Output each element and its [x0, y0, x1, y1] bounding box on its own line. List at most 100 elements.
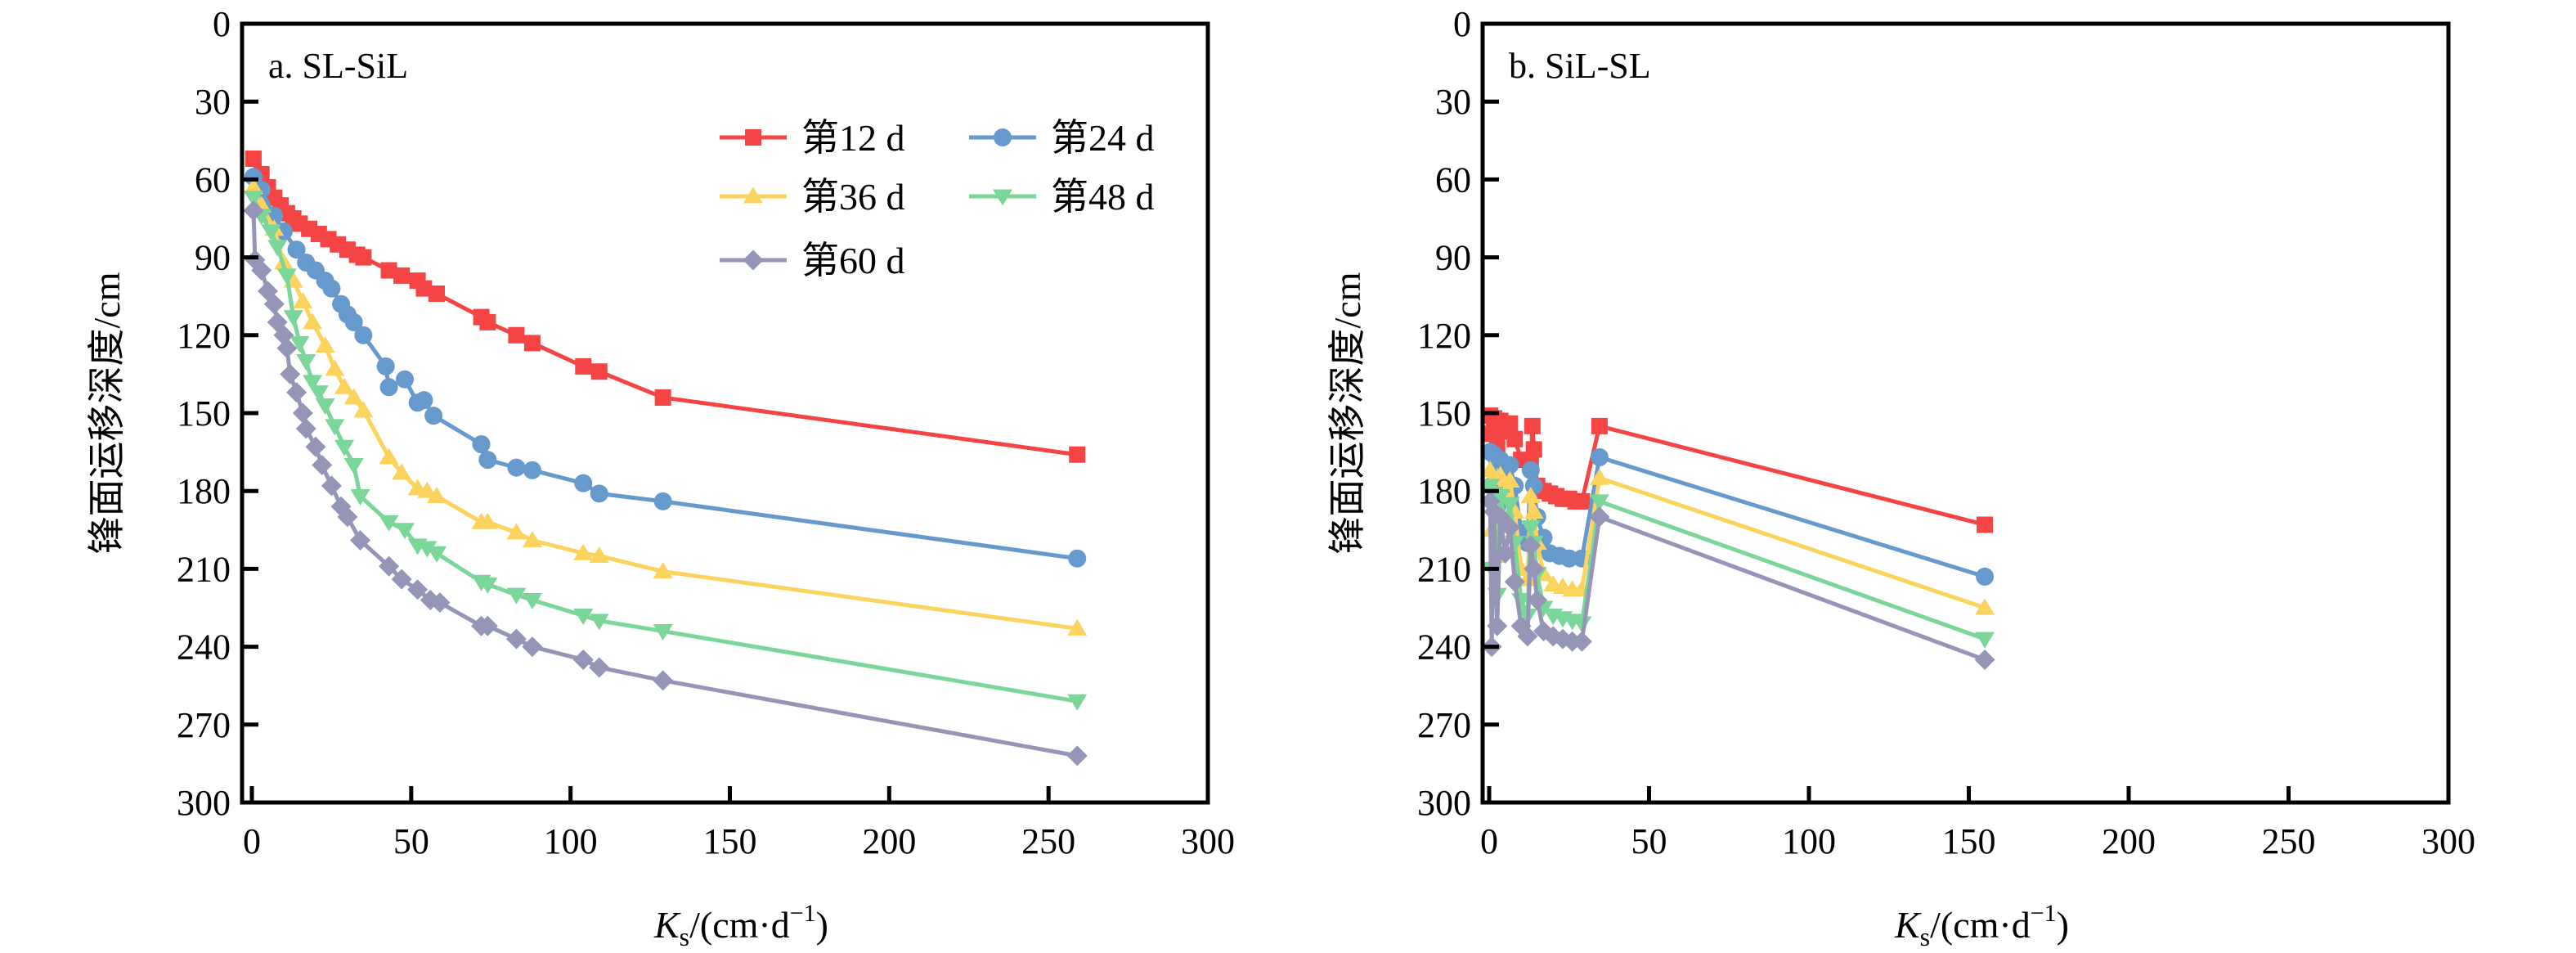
data-point-b-4-19 [1974, 649, 1995, 670]
legend-label-2: 第36 d [801, 176, 905, 218]
y-tick-label-b-120: 120 [1417, 316, 1471, 356]
y-tick-label-a-240: 240 [177, 627, 231, 668]
y-tick-label-a-90: 90 [195, 238, 231, 278]
series-a-0 [245, 151, 1086, 463]
data-point-a-3-3 [267, 240, 288, 257]
x-axis-title-main-b: K [1894, 904, 1922, 946]
legend-marker-3 [993, 189, 1012, 206]
series-line-a-3 [251, 196, 1078, 704]
x-axis-title-sub-a: s [680, 922, 689, 951]
y-tick-label-b-240: 240 [1417, 627, 1471, 668]
panel-label-b: b. SiL-SL [1509, 46, 1651, 86]
y-tick-label-b-0: 0 [1453, 4, 1471, 44]
data-point-a-4-20 [407, 579, 429, 600]
data-point-a-3-6 [289, 335, 310, 353]
data-point-a-1-23 [574, 474, 593, 492]
data-point-a-2-24 [1067, 618, 1088, 636]
data-point-a-1-11 [344, 312, 363, 331]
legend: 第12 d 第24 d 第36 d 第48 d 第60 d [720, 117, 1155, 281]
data-point-b-4-10 [1520, 535, 1542, 556]
series-layer-a [243, 151, 1088, 766]
data-point-b-3-19 [1975, 632, 1995, 649]
x-axis-title-a: Ks/(cm·d−1) [653, 900, 828, 951]
data-point-a-0-16 [393, 267, 411, 284]
y-tick-label-b-90: 90 [1435, 238, 1471, 278]
data-point-a-0-21 [479, 313, 496, 330]
series-a-2 [243, 178, 1088, 636]
y-tick-label-b-30: 30 [1435, 82, 1471, 122]
data-point-a-3-23 [522, 592, 542, 609]
data-point-a-0-0 [245, 151, 262, 168]
data-point-a-1-19 [472, 435, 491, 454]
data-point-b-4-5 [1495, 542, 1516, 564]
y-axis-title-a: 锋面运移深度/cm [86, 272, 128, 554]
legend-marker-0 [745, 129, 761, 146]
chart-panel-b: 0 50 100 150 200 250 3000306090120150180210240… [1326, 4, 2475, 951]
data-point-a-1-22 [523, 461, 541, 479]
data-point-a-0-15 [380, 262, 397, 279]
data-point-b-0-7 [1506, 430, 1524, 447]
data-point-a-2-12 [379, 447, 399, 465]
data-point-a-3-9 [308, 385, 329, 402]
x-tick-label-a-300: 300 [1181, 821, 1235, 861]
data-point-a-1-15 [396, 370, 415, 389]
series-b-0 [1482, 407, 1994, 533]
panel-label-a: a. SL-SiL [268, 46, 408, 86]
x-tick-label-b-150: 150 [1942, 821, 1996, 861]
x-tick-label-a-0: 0 [243, 821, 261, 861]
data-point-a-4-0 [243, 200, 264, 221]
chart-panel-a: 0 50 100 150 200 250 300 0 30 60 90 120 150 180 210 240… [86, 4, 1235, 951]
y-tick-label-a-300: 300 [177, 783, 231, 823]
data-point-a-0-22 [508, 326, 525, 344]
data-point-a-4-27 [572, 649, 594, 670]
data-point-a-2-22 [589, 546, 609, 564]
legend-marker-1 [994, 128, 1012, 146]
data-point-b-4-7 [1504, 571, 1525, 592]
data-point-b-0-10 [1524, 417, 1541, 434]
data-point-a-4-14 [321, 475, 342, 497]
legend-marker-2 [743, 187, 763, 204]
legend-item-2: 第36 d [720, 176, 905, 218]
data-point-a-1-24 [590, 484, 608, 503]
y-tick-label-b-210: 210 [1417, 549, 1471, 589]
x-axis-title-rest-b: /(cm·d [1930, 904, 2031, 946]
x-tick-label-a-100: 100 [544, 821, 598, 861]
y-tick-label-b-60: 60 [1435, 160, 1471, 200]
data-point-a-4-26 [522, 636, 543, 658]
data-point-b-0-21 [1977, 516, 1994, 533]
data-point-a-4-4 [263, 294, 285, 315]
y-tick-label-a-120: 120 [177, 316, 231, 356]
data-point-a-0-24 [575, 357, 592, 375]
data-point-a-2-16 [427, 487, 447, 504]
data-point-a-4-9 [286, 382, 307, 403]
legend-item-0: 第12 d [720, 117, 905, 159]
data-point-a-2-5 [293, 292, 313, 309]
series-layer-b [1479, 407, 1995, 670]
data-point-a-1-26 [1068, 549, 1087, 568]
data-point-a-1-17 [415, 391, 433, 410]
data-point-a-1-25 [653, 492, 672, 510]
x-tick-label-a-50: 50 [393, 821, 429, 861]
data-point-a-2-7 [315, 335, 335, 353]
data-point-a-3-11 [325, 419, 345, 436]
data-point-a-1-8 [322, 279, 341, 298]
legend-label-3: 第48 d [1051, 176, 1155, 218]
x-tick-label-b-250: 250 [2262, 821, 2316, 861]
data-point-a-4-29 [653, 670, 674, 691]
y-tick-label-b-300: 300 [1417, 783, 1471, 823]
data-point-a-3-12 [334, 439, 355, 456]
data-point-a-3-4 [276, 268, 297, 285]
data-point-a-3-14 [350, 489, 370, 506]
data-point-a-4-16 [337, 506, 358, 528]
data-point-b-0-11 [1525, 441, 1542, 458]
data-point-b-0-20 [1591, 417, 1608, 434]
data-point-a-2-21 [573, 543, 594, 560]
data-point-a-4-18 [379, 555, 400, 577]
data-point-a-2-20 [522, 530, 542, 547]
y-tick-label-a-150: 150 [177, 393, 231, 434]
x-tick-label-b-300: 300 [2421, 821, 2475, 861]
data-point-a-4-2 [251, 259, 272, 281]
data-point-b-4-6 [1499, 517, 1520, 538]
x-tick-label-b-100: 100 [1782, 821, 1836, 861]
